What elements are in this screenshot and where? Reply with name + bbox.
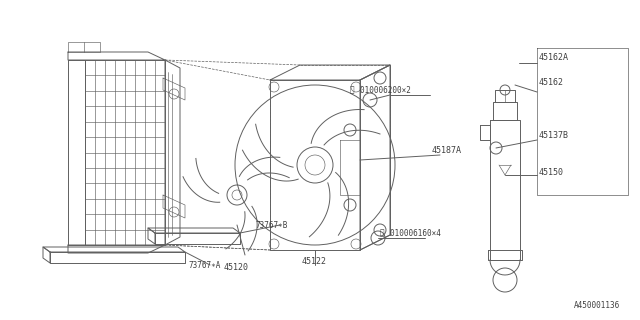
Text: 45137B: 45137B — [539, 131, 569, 140]
Text: 010006200×2: 010006200×2 — [360, 85, 420, 94]
Text: 73767∗B: 73767∗B — [255, 220, 287, 229]
Text: 45122: 45122 — [302, 258, 327, 267]
Text: 010006160×4: 010006160×4 — [390, 228, 450, 237]
Text: Ⓑ: Ⓑ — [380, 228, 385, 237]
Text: 45162A: 45162A — [539, 52, 569, 61]
Text: A450001136: A450001136 — [573, 300, 620, 309]
Text: 73767∗A: 73767∗A — [188, 260, 220, 269]
Text: 45162: 45162 — [539, 77, 564, 86]
Text: 45150: 45150 — [539, 167, 564, 177]
Text: Ⓑ: Ⓑ — [350, 85, 355, 94]
Text: 45120: 45120 — [224, 263, 249, 273]
Text: 45187A: 45187A — [432, 146, 462, 155]
